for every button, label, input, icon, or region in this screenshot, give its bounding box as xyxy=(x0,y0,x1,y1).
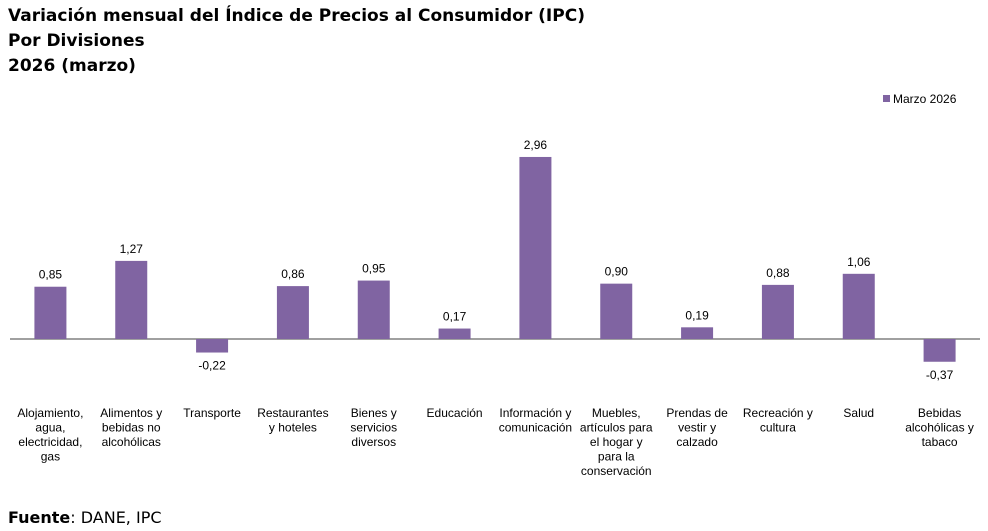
data-label-4: 0,86 xyxy=(281,267,305,281)
bar-11 xyxy=(842,273,875,339)
category-label-5: Bienes y servicios diversos xyxy=(350,406,397,449)
data-label-10: 0,88 xyxy=(766,266,790,280)
bar-5 xyxy=(357,280,390,339)
bar-1 xyxy=(34,286,67,339)
chart-title-block: Variación mensual del Índice de Precios … xyxy=(8,4,585,79)
bar-6 xyxy=(438,328,471,339)
category-label-6: Educación xyxy=(427,406,483,420)
category-label-10: Recreación y cultura xyxy=(743,406,813,435)
bar-4 xyxy=(276,286,309,339)
source-label: Fuente xyxy=(8,508,71,527)
data-label-9: 0,19 xyxy=(685,308,709,322)
data-label-6: 0,17 xyxy=(443,310,467,324)
bar-chart: 0,85 Alojamiento, agua, electricidad, gas 1,2… xyxy=(10,92,980,478)
source-text: : DANE, IPC xyxy=(70,508,162,527)
data-label-3: -0,22 xyxy=(198,359,226,373)
chart-period: 2026 (marzo) xyxy=(8,56,136,76)
category-label-8: Muebles, artículos para el hogar y para la c… xyxy=(580,406,653,478)
bar-9 xyxy=(681,327,714,339)
bar-3 xyxy=(196,339,229,353)
chart-subtitle: Por Divisiones xyxy=(8,31,145,51)
data-label-8: 0,90 xyxy=(605,265,629,279)
source-note: Fuente: DANE, IPC xyxy=(8,508,162,527)
bar-7 xyxy=(519,156,552,339)
bar-10 xyxy=(761,284,794,339)
data-label-11: 1,06 xyxy=(847,255,871,269)
category-label-12: Bebidas alcohólicas y tabaco xyxy=(905,406,974,449)
chart-title: Variación mensual del Índice de Precios … xyxy=(8,6,585,26)
bar-12 xyxy=(923,339,956,362)
data-label-2: 1,27 xyxy=(120,242,144,256)
legend-label: Marzo 2026 xyxy=(893,92,957,106)
bar-8 xyxy=(600,283,633,339)
data-label-1: 0,85 xyxy=(39,268,63,282)
category-label-3: Transporte xyxy=(183,406,241,420)
data-label-7: 2,96 xyxy=(524,138,548,152)
category-label-4: Restaurantes y hoteles xyxy=(257,406,328,435)
legend-swatch xyxy=(883,95,890,102)
category-label-11: Salud xyxy=(843,406,874,420)
data-label-12: -0,37 xyxy=(926,368,954,382)
category-label-9: Prendas de vestir y calzado xyxy=(666,406,728,449)
data-label-5: 0,95 xyxy=(362,262,386,276)
bar-2 xyxy=(115,260,148,339)
category-label-2: Alimentos y bebidas no alcohólicas xyxy=(100,406,162,449)
category-label-7: Información y comunicación xyxy=(499,406,572,435)
category-label-1: Alojamiento, agua, electricidad, gas xyxy=(17,406,83,464)
